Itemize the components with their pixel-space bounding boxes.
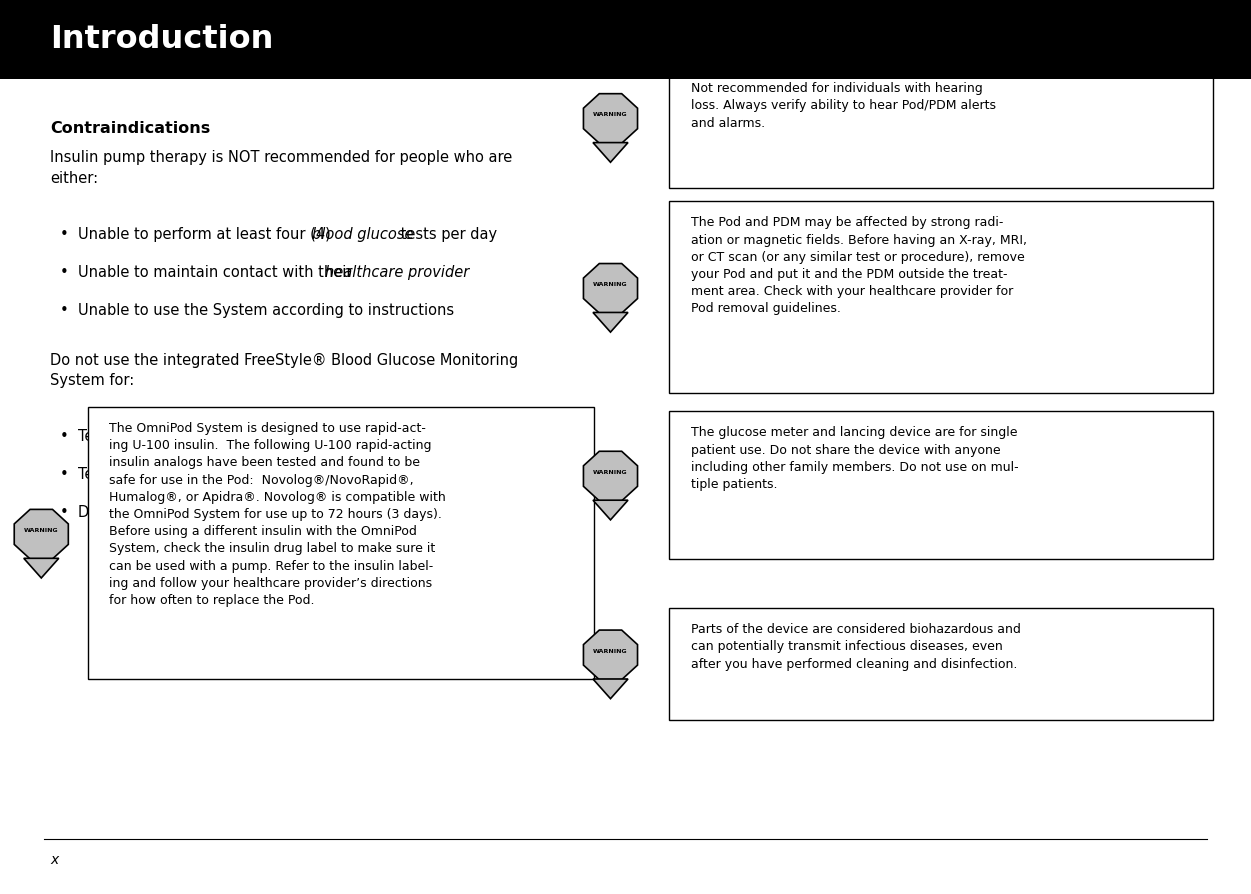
Text: •: • <box>60 265 69 280</box>
Text: WARNING: WARNING <box>24 528 59 533</box>
Text: WARNING: WARNING <box>593 113 628 117</box>
Text: healthcare provider: healthcare provider <box>325 265 469 280</box>
Text: Introduction: Introduction <box>50 24 274 55</box>
Text: Unable to maintain contact with their: Unable to maintain contact with their <box>78 265 357 280</box>
Polygon shape <box>583 630 638 679</box>
Text: Do not use the integrated FreeStyle® Blood Glucose Monitoring
System for:: Do not use the integrated FreeStyle® Blo… <box>50 352 518 388</box>
Polygon shape <box>593 501 628 520</box>
Text: Unable to perform at least four (4): Unable to perform at least four (4) <box>78 227 335 241</box>
Text: Testing on newborns: Testing on newborns <box>78 429 229 444</box>
Text: Diagnosing of or screening for diabetes mellitus: Diagnosing of or screening for diabetes … <box>78 505 430 520</box>
Text: Insulin pump therapy is NOT recommended for people who are
either:: Insulin pump therapy is NOT recommended … <box>50 150 513 186</box>
FancyBboxPatch shape <box>0 0 1251 79</box>
Text: WARNING: WARNING <box>593 470 628 475</box>
Text: Contraindications: Contraindications <box>50 121 210 136</box>
FancyBboxPatch shape <box>669 608 1213 720</box>
Text: The Pod and PDM may be affected by strong radi-
ation or magnetic fields. Before: The Pod and PDM may be affected by stron… <box>691 216 1027 316</box>
Polygon shape <box>593 142 628 163</box>
Text: The glucose meter and lancing device are for single
patient use. Do not share th: The glucose meter and lancing device are… <box>691 426 1018 491</box>
Text: WARNING: WARNING <box>593 649 628 654</box>
FancyBboxPatch shape <box>669 411 1213 559</box>
Text: blood glucose: blood glucose <box>311 227 413 241</box>
Polygon shape <box>583 94 638 143</box>
Polygon shape <box>583 264 638 313</box>
Text: Testing arterial blood: Testing arterial blood <box>78 468 233 482</box>
Text: x: x <box>50 853 59 867</box>
Text: •: • <box>60 505 69 520</box>
Text: Not recommended for individuals with hearing
loss. Always verify ability to hear: Not recommended for individuals with hea… <box>691 82 996 130</box>
Text: Parts of the device are considered biohazardous and
can potentially transmit inf: Parts of the device are considered bioha… <box>691 623 1021 670</box>
FancyBboxPatch shape <box>88 407 594 679</box>
FancyBboxPatch shape <box>669 201 1213 393</box>
Text: The OmniPod System is designed to use rapid-act-
ing U-100 insulin.  The followi: The OmniPod System is designed to use ra… <box>109 422 445 607</box>
Polygon shape <box>583 451 638 501</box>
Text: tests per day: tests per day <box>397 227 498 241</box>
Text: •: • <box>60 303 69 317</box>
Text: WARNING: WARNING <box>593 283 628 287</box>
Polygon shape <box>24 558 59 578</box>
FancyBboxPatch shape <box>669 67 1213 188</box>
Polygon shape <box>593 313 628 333</box>
Text: •: • <box>60 227 69 241</box>
Polygon shape <box>14 510 69 559</box>
Text: •: • <box>60 429 69 444</box>
Text: Unable to use the System according to instructions: Unable to use the System according to in… <box>78 303 454 317</box>
Polygon shape <box>593 679 628 699</box>
Text: •: • <box>60 468 69 482</box>
